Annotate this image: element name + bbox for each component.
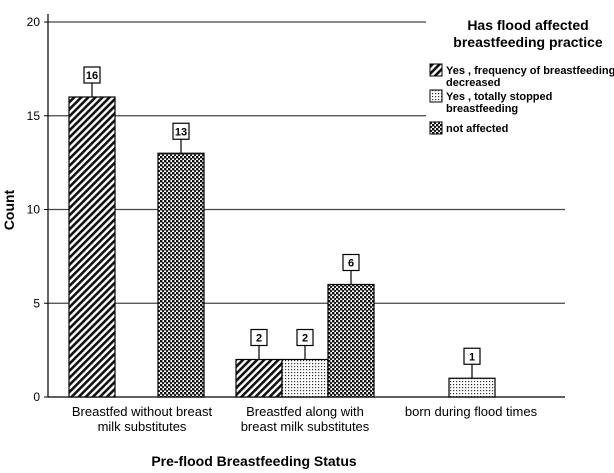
legend-swatch xyxy=(429,63,443,77)
x-axis-title: Pre-flood Breastfeeding Status xyxy=(151,453,357,469)
data-label-box xyxy=(172,122,190,140)
data-label-box xyxy=(83,66,101,84)
bars xyxy=(68,96,496,398)
legend-label: Yes , frequency of breastfeeding xyxy=(446,65,614,77)
data-label-box xyxy=(296,328,314,347)
legend-label: not affected xyxy=(446,123,508,135)
y-tick-label: 0 xyxy=(33,390,40,404)
labels: 16 13 2 2 6 1 xyxy=(83,66,481,379)
y-tick-label: 20 xyxy=(27,15,41,29)
data-label: 2 xyxy=(302,333,308,345)
data-label: 1 xyxy=(469,351,475,363)
y-tick-label: 5 xyxy=(33,296,40,310)
bar-dots xyxy=(448,377,496,398)
category-label: born during flood times xyxy=(405,404,538,419)
y-tick-label: 10 xyxy=(27,203,41,217)
y-axis-title: Count xyxy=(1,189,17,230)
category-label: breast milk substitutes xyxy=(241,419,370,434)
axes: 0 5 10 15 20 Pre-flood Breastfeeding Status Co… xyxy=(1,14,565,469)
legend-title: breastfeeding practice xyxy=(453,34,603,50)
data-label-box xyxy=(342,253,360,272)
bar-diagonal xyxy=(68,96,116,398)
bar-diagonal xyxy=(235,358,283,398)
category-label: Breastfed without breast xyxy=(72,404,213,419)
legend-box xyxy=(426,18,614,142)
data-label-box xyxy=(463,347,481,365)
data-label: 2 xyxy=(256,333,262,345)
category-label: Breastfed along with xyxy=(246,404,364,419)
legend-label: decreased xyxy=(446,77,500,89)
bar-dots xyxy=(281,358,329,398)
legend-label: Yes , totally stopped xyxy=(446,91,552,103)
bar-crosshatch xyxy=(327,283,375,398)
data-label: 16 xyxy=(86,70,98,82)
legend-title: Has flood affected xyxy=(467,17,588,33)
y-tick-label: 15 xyxy=(27,109,41,123)
data-label: 13 xyxy=(175,126,187,138)
legend-swatch xyxy=(429,121,443,135)
bar-crosshatch xyxy=(157,152,205,398)
data-label: 6 xyxy=(348,258,354,270)
legend-swatch xyxy=(429,89,443,103)
category-label: milk substitutes xyxy=(98,419,187,434)
legend-label: breastfeeding xyxy=(446,103,518,115)
data-label-box xyxy=(250,328,268,347)
